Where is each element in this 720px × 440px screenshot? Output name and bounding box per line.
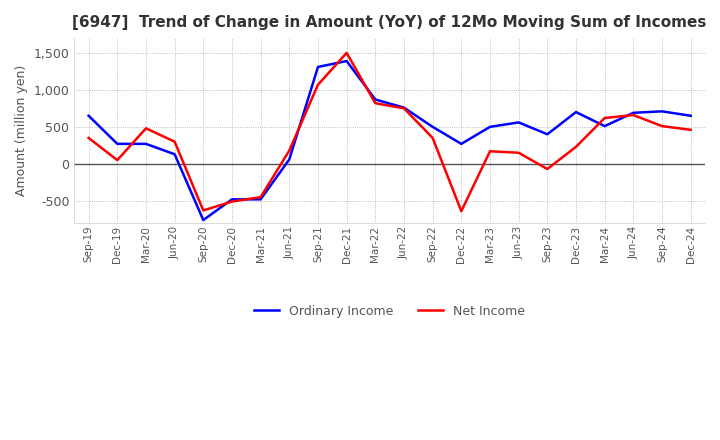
Ordinary Income (629, 110, 638, 115)
Ordinary Income (371, 97, 379, 102)
Ordinary Income (428, 124, 437, 129)
Net Income (686, 127, 695, 132)
Net Income (629, 112, 638, 117)
Title: [6947]  Trend of Change in Amount (YoY) of 12Mo Moving Sum of Incomes: [6947] Trend of Change in Amount (YoY) o… (73, 15, 707, 30)
Ordinary Income (113, 141, 122, 147)
Net Income (142, 126, 150, 131)
Net Income (572, 144, 580, 150)
Y-axis label: Amount (million yen): Amount (million yen) (15, 65, 28, 196)
Ordinary Income (228, 197, 236, 202)
Ordinary Income (199, 217, 207, 223)
Ordinary Income (400, 105, 408, 110)
Ordinary Income (342, 59, 351, 64)
Net Income (657, 124, 666, 129)
Net Income (113, 158, 122, 163)
Net Income (428, 136, 437, 141)
Net Income (84, 136, 93, 141)
Net Income (371, 101, 379, 106)
Ordinary Income (142, 141, 150, 147)
Ordinary Income (285, 157, 294, 162)
Ordinary Income (314, 64, 323, 70)
Net Income (256, 194, 265, 200)
Net Income (314, 82, 323, 88)
Ordinary Income (486, 124, 495, 129)
Ordinary Income (657, 109, 666, 114)
Line: Net Income: Net Income (89, 53, 690, 211)
Net Income (228, 199, 236, 204)
Net Income (543, 166, 552, 172)
Net Income (600, 115, 609, 121)
Net Income (457, 209, 466, 214)
Net Income (199, 208, 207, 213)
Net Income (514, 150, 523, 155)
Ordinary Income (256, 197, 265, 202)
Ordinary Income (514, 120, 523, 125)
Ordinary Income (600, 124, 609, 129)
Ordinary Income (686, 113, 695, 118)
Ordinary Income (84, 113, 93, 118)
Net Income (486, 149, 495, 154)
Line: Ordinary Income: Ordinary Income (89, 61, 690, 220)
Ordinary Income (457, 141, 466, 147)
Net Income (171, 139, 179, 144)
Legend: Ordinary Income, Net Income: Ordinary Income, Net Income (249, 300, 531, 323)
Ordinary Income (543, 132, 552, 137)
Ordinary Income (171, 152, 179, 157)
Ordinary Income (572, 110, 580, 115)
Net Income (342, 50, 351, 55)
Net Income (285, 148, 294, 153)
Net Income (400, 106, 408, 111)
